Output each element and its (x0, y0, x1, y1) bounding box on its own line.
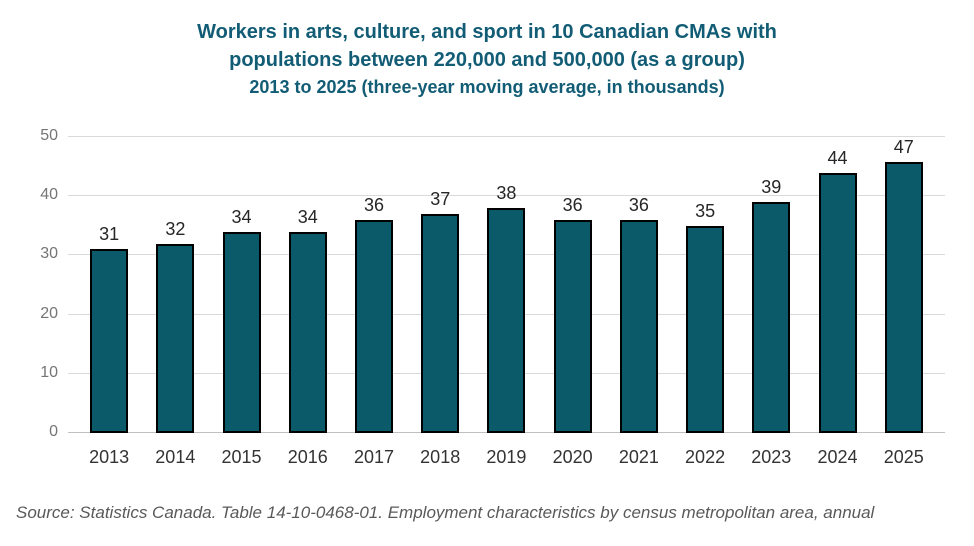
bar-group-2017: 36 2017 (341, 137, 407, 467)
bar-value-label-2022: 35 (695, 200, 716, 221)
bar-group-2013: 31 2013 (76, 137, 142, 467)
x-axis-tick-2017: 2017 (353, 447, 394, 467)
bar-2019 (487, 208, 526, 433)
chart-title-line-2: populations between 220,000 and 500,000 … (229, 49, 745, 72)
bar-value-label-2015: 34 (231, 206, 252, 227)
bar-value-label-2025: 47 (893, 137, 914, 157)
x-axis-tick-2013: 2013 (89, 447, 130, 467)
bar-2022 (686, 225, 725, 433)
bar-value-label-2020: 36 (562, 194, 583, 215)
bar-value-label-2014: 32 (165, 218, 186, 239)
x-axis-tick-2015: 2015 (221, 447, 262, 467)
x-axis-tick-2019: 2019 (486, 447, 527, 467)
gridline-40 (68, 195, 945, 197)
bar-value-label-2024: 44 (827, 147, 848, 168)
chart-title-line-1: Workers in arts, culture, and sport in 1… (197, 21, 777, 43)
bar-group-2023: 39 2023 (738, 137, 804, 467)
bar-2017 (354, 219, 393, 433)
y-axis-tick-10: 10 (40, 363, 58, 381)
bar-2013 (90, 249, 129, 433)
source-note: Source: Statistics Canada. Table 14-10-0… (16, 503, 875, 522)
bar-value-label-2013: 31 (99, 224, 120, 245)
bar-group-2024: 44 2024 (805, 137, 871, 467)
bar-group-2020: 36 2020 (540, 137, 606, 467)
bar-group-2016: 34 2016 (275, 137, 341, 467)
y-axis-tick-40: 40 (40, 186, 58, 204)
bar-value-label-2018: 37 (430, 188, 451, 209)
y-axis-tick-50: 50 (40, 127, 58, 144)
bar-2024 (818, 172, 857, 433)
x-axis-tick-2022: 2022 (685, 447, 726, 467)
x-axis-tick-2024: 2024 (817, 447, 858, 467)
bar-2025 (884, 162, 923, 433)
plot-area: 31 2013 32 2014 34 2015 34 2016 36 2017 37 2018 38 20… (68, 136, 945, 467)
bar-value-label-2021: 36 (628, 194, 649, 215)
y-axis-tick-20: 20 (40, 304, 58, 322)
chart-title-line-3: 2013 to 2025 (three-year moving average,… (249, 76, 725, 97)
bar-2020 (553, 219, 592, 433)
x-axis-tick-2025: 2025 (883, 447, 924, 467)
bar-group-2025: 47 2025 (871, 137, 937, 467)
bar-group-2018: 37 2018 (407, 137, 473, 467)
x-axis-tick-2014: 2014 (155, 447, 196, 467)
y-axis-tick-30: 30 (40, 245, 58, 263)
y-axis-tick-0: 0 (49, 423, 58, 440)
bar-group-2021: 36 2021 (606, 137, 672, 467)
bar-2021 (619, 219, 658, 433)
bar-2014 (156, 243, 195, 433)
gridline-50 (68, 136, 945, 137)
bar-group-2022: 35 2022 (672, 137, 738, 467)
chart-title: Workers in arts, culture, and sport in 1… (0, 18, 974, 100)
x-axis-tick-2020: 2020 (552, 447, 593, 467)
bar-group-2014: 32 2014 (142, 137, 208, 467)
bar-2016 (288, 231, 327, 433)
bar-group-2019: 38 2019 (473, 137, 539, 467)
bar-2023 (752, 202, 791, 433)
x-axis-tick-2021: 2021 (618, 447, 659, 467)
bar-value-label-2019: 38 (496, 183, 517, 204)
bar-value-label-2017: 36 (363, 194, 384, 215)
bar-value-label-2016: 34 (297, 206, 318, 227)
x-axis-tick-2023: 2023 (751, 447, 792, 467)
bar-2018 (421, 213, 460, 433)
x-axis-tick-2016: 2016 (287, 447, 328, 467)
x-axis-tick-2018: 2018 (420, 447, 461, 467)
bar-value-label-2023: 39 (761, 177, 782, 198)
bar-2015 (222, 231, 261, 433)
bars-container: 31 2013 32 2014 34 2015 34 2016 36 2017 37 2018 38 20… (68, 137, 945, 467)
bar-group-2015: 34 2015 (209, 137, 275, 467)
